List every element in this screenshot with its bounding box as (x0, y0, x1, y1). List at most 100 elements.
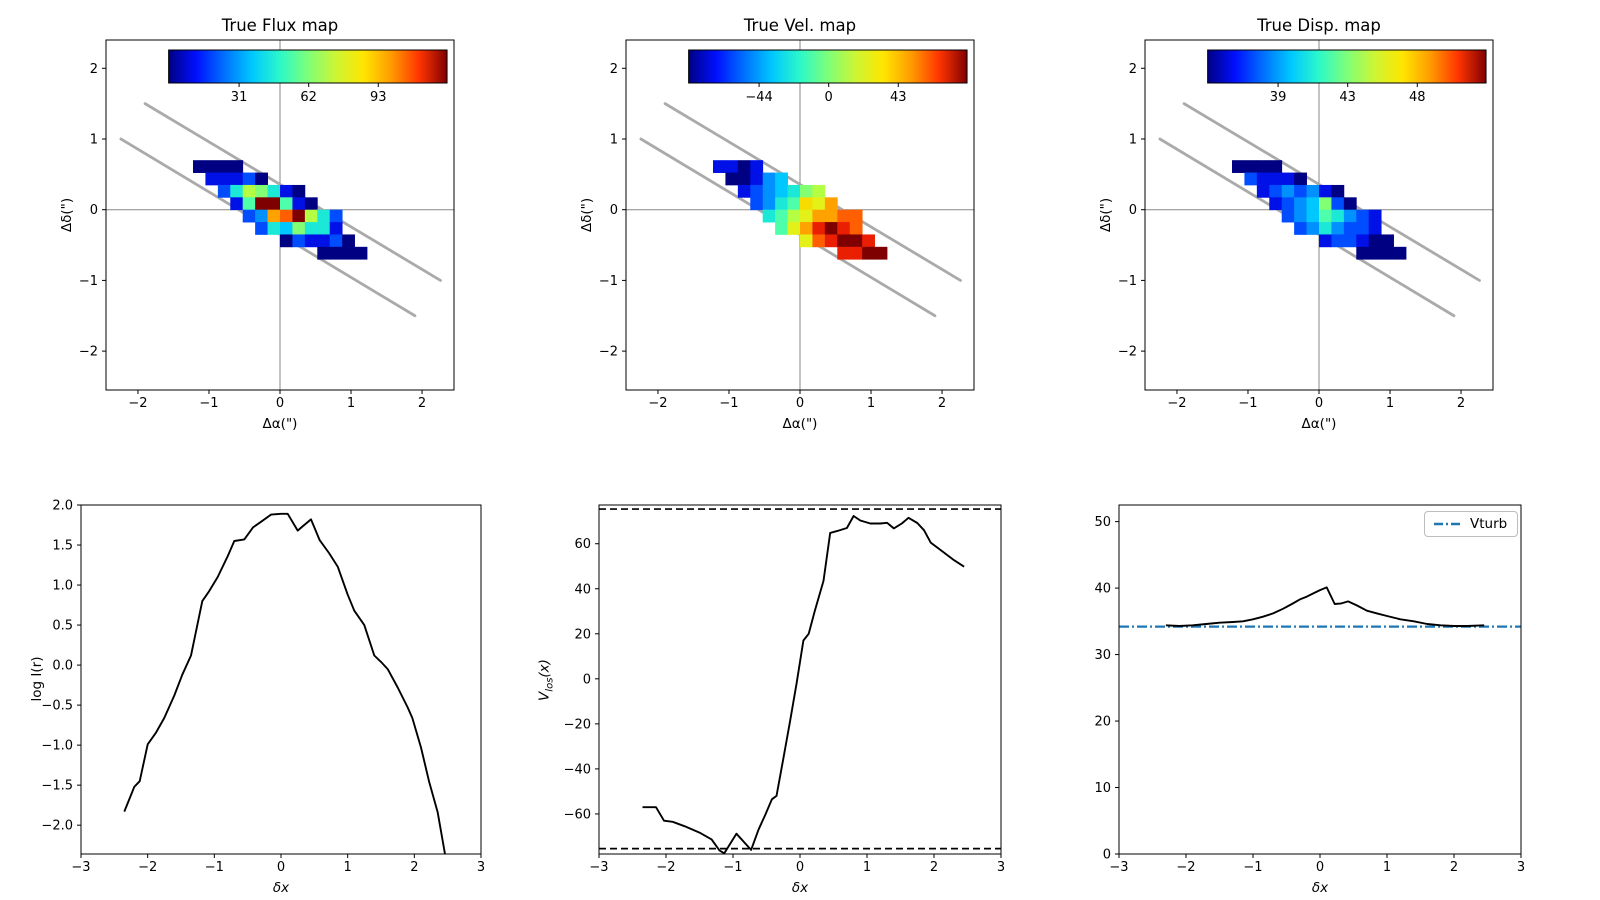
y-tick-label: −1 (79, 274, 98, 289)
x-tick-label: −2 (1176, 860, 1195, 875)
flux-map-cell (230, 172, 244, 186)
x-tick-label: 2 (1457, 396, 1465, 411)
vel-map-cell (762, 197, 776, 211)
flux-map-cell (329, 209, 343, 223)
flux-colorbar (168, 49, 448, 84)
y-tick-label: 0 (583, 672, 591, 687)
disp-map-cell (1294, 197, 1307, 211)
y-tick-label: 50 (1094, 515, 1111, 530)
disp-map-cell (1368, 234, 1382, 248)
vel-map-cell (737, 160, 751, 173)
x-tick-label: −1 (1238, 396, 1257, 411)
vel-map-cell (874, 246, 888, 260)
y-tick-label: 40 (574, 582, 591, 597)
disp-map-cell (1368, 246, 1382, 260)
flux-map-cell (267, 209, 281, 223)
flux-map-cell (304, 197, 318, 211)
disp-map-cell (1294, 222, 1307, 235)
sigma-xaxis-label: δx (1311, 880, 1329, 896)
y-tick-label: −20 (564, 717, 591, 732)
vel-map-cell (775, 172, 788, 186)
disp-map-cell (1356, 246, 1370, 260)
vel-map-title: True Vel. map (743, 16, 857, 35)
flux-map-cell (255, 172, 268, 186)
vel-map-cell (725, 160, 739, 173)
flux-map-cell (217, 172, 231, 186)
disp-xaxis-label: Δα(") (1301, 416, 1337, 432)
disp-map-cell (1381, 246, 1394, 260)
flux-map-cell (267, 184, 281, 198)
disp-map-cell (1281, 172, 1295, 186)
disp-map-cell (1281, 209, 1295, 223)
disp-map-cell (1343, 234, 1357, 248)
vel-map-cell (812, 209, 826, 223)
y-tick-label: −2 (599, 345, 618, 360)
vel-map-cell (750, 197, 764, 211)
disp-map-cell (1368, 222, 1382, 235)
vel-xaxis-label: Δα(") (782, 416, 818, 432)
flux-map-cell (317, 234, 331, 248)
x-tick-label: −3 (1109, 860, 1128, 875)
x-tick-label: 1 (1386, 396, 1394, 411)
sig-profile-line (1165, 586, 1485, 627)
flux-map-cell (230, 160, 244, 173)
disp-map-cell (1331, 234, 1345, 248)
x-tick-label: 1 (867, 396, 875, 411)
x-tick-label: 3 (477, 860, 485, 875)
x-tick-label: −1 (205, 860, 224, 875)
flux-map-cell (205, 172, 219, 186)
flux-map-cell (317, 246, 331, 260)
x-tick-label: 0 (796, 396, 804, 411)
flux-map-cell (304, 234, 318, 248)
x-tick-label: −1 (723, 860, 742, 875)
disp-map-cell (1269, 172, 1283, 186)
colorbar-tick-label: 43 (1339, 90, 1356, 105)
vel-map-cell (762, 172, 776, 186)
disp-map-cell (1356, 222, 1370, 235)
flux-map-title: True Flux map (221, 16, 339, 35)
disp-map-cell (1319, 222, 1332, 235)
flux-map-cell (280, 184, 293, 198)
disp-map-cell (1244, 172, 1258, 186)
flux-map-cell (255, 222, 268, 235)
disp-map-cell (1331, 184, 1345, 198)
vlos-yaxis-label: Vlos(x) (537, 659, 556, 701)
flux-map-cell (317, 209, 331, 223)
y-tick-label: −1 (599, 274, 618, 289)
colorbar-tick-label: 93 (370, 90, 387, 105)
flux-map-cell (193, 160, 206, 173)
y-tick-label: 1 (90, 132, 98, 147)
x-tick-label: 0 (276, 396, 284, 411)
vel-map-cell (812, 234, 826, 248)
disp-map-cell (1294, 172, 1307, 186)
vel-map-cell (800, 222, 813, 235)
sig-axes-frame (1118, 504, 1522, 855)
flux-map-cell (329, 222, 343, 235)
flux-map-cell (292, 209, 306, 223)
flux-map-cell (329, 234, 343, 248)
disp-map-cell (1269, 197, 1283, 211)
disp-map-cell (1269, 160, 1283, 173)
disp-map-cell (1256, 160, 1270, 173)
x-tick-label: 1 (1383, 860, 1391, 875)
vel-map-cell (737, 184, 751, 198)
x-tick-label: 2 (1450, 860, 1458, 875)
flux-map-cell (255, 184, 268, 198)
colorbar-tick-label: 31 (231, 90, 248, 105)
y-tick-label: 1.0 (52, 579, 73, 594)
vel-map-cell (849, 222, 863, 235)
vturb-legend-label: Vturb (1470, 516, 1508, 532)
disp-map-cell (1331, 209, 1345, 223)
y-tick-label: 20 (1094, 715, 1111, 730)
flux-yaxis-label: Δδ(") (59, 197, 75, 233)
disp-map-cell (1306, 197, 1320, 211)
vlos-axes-frame (598, 504, 1002, 855)
vel-map-cell (725, 172, 739, 186)
y-tick-label: −2 (1118, 345, 1137, 360)
x-tick-label: −1 (1243, 860, 1262, 875)
vel-map-cell (849, 209, 863, 223)
y-tick-label: 0.0 (52, 659, 73, 674)
vlos-ylabel-subscript: los (544, 677, 556, 692)
y-tick-label: 30 (1094, 648, 1111, 663)
disp-map-cell (1343, 222, 1357, 235)
